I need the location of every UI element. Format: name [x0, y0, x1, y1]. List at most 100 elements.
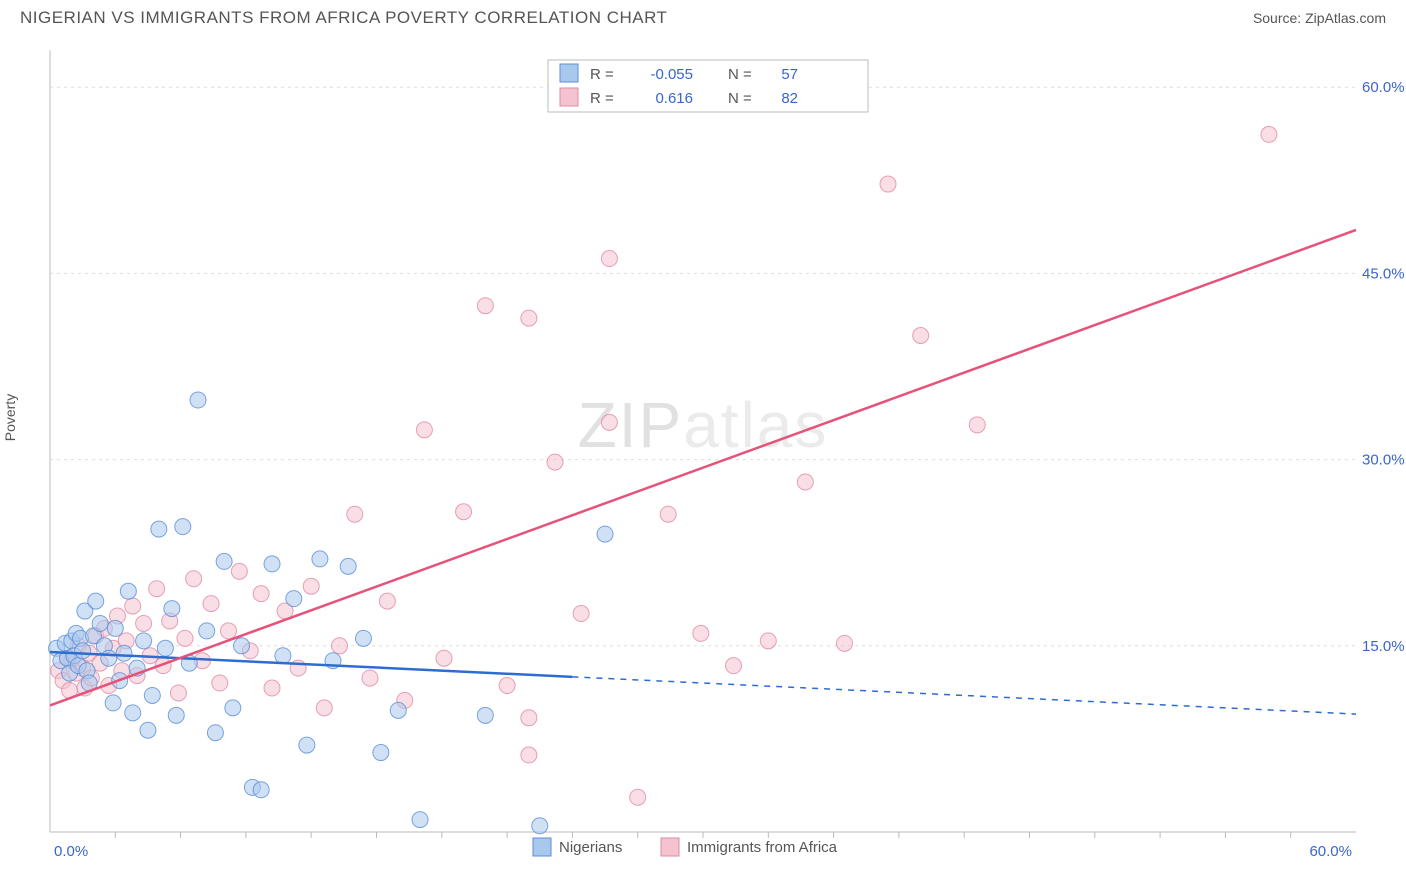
point-series-a	[101, 650, 117, 666]
point-series-b	[170, 685, 186, 701]
scatter-chart-svg: 15.0%30.0%45.0%60.0%0.0%60.0%ZIPatlasR =…	[0, 32, 1406, 882]
y-axis-label: Poverty	[2, 394, 18, 441]
point-series-b	[379, 593, 395, 609]
point-series-b	[331, 638, 347, 654]
point-series-a	[107, 620, 123, 636]
x-max-label: 60.0%	[1309, 843, 1352, 860]
point-series-b	[436, 650, 452, 666]
point-series-b	[601, 251, 617, 267]
point-series-b	[416, 422, 432, 438]
legend-r-value: -0.055	[650, 66, 693, 83]
point-series-b	[253, 586, 269, 602]
point-series-b	[630, 789, 646, 805]
point-series-a	[116, 645, 132, 661]
point-series-a	[144, 687, 160, 703]
point-series-a	[199, 623, 215, 639]
bottom-legend-swatch	[661, 838, 679, 856]
chart-area: Poverty 15.0%30.0%45.0%60.0%0.0%60.0%ZIP…	[0, 32, 1406, 882]
point-series-b	[573, 606, 589, 622]
point-series-b	[203, 596, 219, 612]
legend-r-value: 0.616	[655, 90, 693, 107]
point-series-a	[75, 643, 91, 659]
point-series-b	[760, 633, 776, 649]
point-series-b	[725, 658, 741, 674]
legend-swatch	[560, 64, 578, 82]
point-series-b	[347, 506, 363, 522]
point-series-b	[693, 625, 709, 641]
point-series-b	[136, 615, 152, 631]
point-series-b	[264, 680, 280, 696]
y-tick-label: 45.0%	[1362, 265, 1405, 282]
bottom-legend-swatch	[533, 838, 551, 856]
point-series-a	[225, 700, 241, 716]
point-series-a	[299, 737, 315, 753]
point-series-a	[175, 519, 191, 535]
point-series-b	[477, 298, 493, 314]
legend-swatch	[560, 88, 578, 106]
point-series-a	[136, 633, 152, 649]
point-series-a	[477, 707, 493, 723]
point-series-a	[140, 722, 156, 738]
point-series-a	[88, 593, 104, 609]
point-series-b	[316, 700, 332, 716]
point-series-a	[340, 558, 356, 574]
point-series-b	[186, 571, 202, 587]
point-series-b	[660, 506, 676, 522]
point-series-b	[362, 670, 378, 686]
point-series-a	[120, 583, 136, 599]
point-series-a	[390, 702, 406, 718]
bottom-legend-label: Nigerians	[559, 839, 622, 856]
chart-title: NIGERIAN VS IMMIGRANTS FROM AFRICA POVER…	[20, 8, 667, 28]
trend-a-dashed	[572, 677, 1356, 714]
point-series-a	[207, 725, 223, 741]
point-series-a	[286, 591, 302, 607]
point-series-a	[312, 551, 328, 567]
point-series-a	[157, 640, 173, 656]
point-series-a	[234, 638, 250, 654]
chart-source: Source: ZipAtlas.com	[1253, 10, 1386, 26]
point-series-b	[547, 454, 563, 470]
point-series-a	[151, 521, 167, 537]
point-series-a	[168, 707, 184, 723]
legend-n-label: N =	[728, 90, 752, 107]
point-series-b	[521, 710, 537, 726]
point-series-a	[597, 526, 613, 542]
point-series-a	[164, 601, 180, 617]
point-series-a	[92, 615, 108, 631]
point-series-b	[149, 581, 165, 597]
point-series-b	[521, 310, 537, 326]
legend-r-label: R =	[590, 66, 614, 83]
point-series-b	[880, 176, 896, 192]
legend-r-label: R =	[590, 90, 614, 107]
point-series-a	[355, 630, 371, 646]
point-series-a	[190, 392, 206, 408]
point-series-a	[105, 695, 121, 711]
point-series-a	[264, 556, 280, 572]
point-series-b	[797, 474, 813, 490]
point-series-a	[412, 812, 428, 828]
point-series-b	[303, 578, 319, 594]
point-series-b	[125, 598, 141, 614]
point-series-b	[456, 504, 472, 520]
point-series-a	[532, 818, 548, 834]
point-series-b	[231, 563, 247, 579]
x-min-label: 0.0%	[54, 843, 88, 860]
y-tick-label: 60.0%	[1362, 79, 1405, 96]
point-series-b	[969, 417, 985, 433]
legend-n-value: 57	[781, 66, 798, 83]
point-series-b	[499, 678, 515, 694]
y-tick-label: 30.0%	[1362, 452, 1405, 469]
point-series-b	[836, 635, 852, 651]
source-prefix: Source:	[1253, 10, 1305, 26]
legend-n-label: N =	[728, 66, 752, 83]
point-series-b	[521, 747, 537, 763]
point-series-a	[125, 705, 141, 721]
bottom-legend-label: Immigrants from Africa	[687, 839, 838, 856]
point-series-a	[275, 648, 291, 664]
point-series-a	[373, 745, 389, 761]
legend-n-value: 82	[781, 90, 798, 107]
source-name: ZipAtlas.com	[1305, 10, 1386, 26]
y-tick-label: 15.0%	[1362, 638, 1405, 655]
chart-header: NIGERIAN VS IMMIGRANTS FROM AFRICA POVER…	[0, 0, 1406, 32]
point-series-b	[177, 630, 193, 646]
